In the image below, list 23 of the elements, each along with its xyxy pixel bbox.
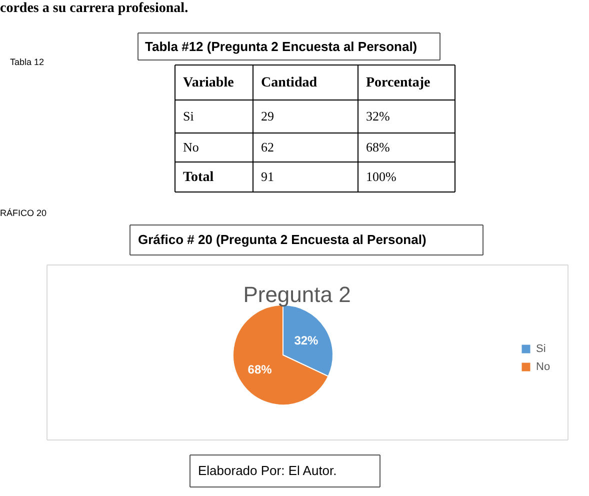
chart-title: Pregunta 2 [243,282,351,307]
text: 100% [366,169,396,184]
text: cordes a su carrera profesional. [0,1,188,16]
text: 91 [261,169,274,184]
text: 62 [261,140,274,154]
text: Tabla 12 [10,57,44,67]
data-label: 68% [248,362,272,377]
legend-label: No [536,361,550,373]
text: Porcentaje [366,76,430,90]
text: Tabla #12 (Pregunta 2 Encuesta al Personal) [145,39,418,54]
text: 29 [261,108,274,124]
text: Total [183,170,214,185]
text: Si [183,108,194,124]
text: Elaborado Por: El Autor. [198,463,337,478]
legend-label: Si [536,343,546,355]
data-label: 32% [294,333,319,348]
text: Cantidad [261,76,318,90]
text: No [183,140,199,154]
text: 68% [366,140,390,154]
text: 32% [366,108,390,124]
text: RÁFICO 20 [0,208,47,218]
text: Variable [183,76,234,90]
text: Gráfico # 20 (Pregunta 2 Encuesta al Personal) [138,232,426,247]
